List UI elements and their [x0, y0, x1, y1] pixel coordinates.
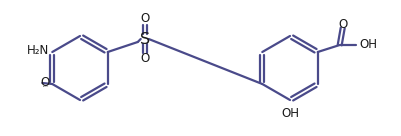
- Text: H₂N: H₂N: [27, 44, 49, 56]
- Text: O: O: [40, 76, 49, 89]
- Text: methoxy: methoxy: [43, 85, 49, 87]
- Text: OH: OH: [360, 38, 378, 52]
- Text: O: O: [140, 52, 149, 66]
- Text: O: O: [338, 18, 347, 30]
- Text: O: O: [140, 13, 149, 26]
- Text: OH: OH: [281, 107, 299, 120]
- Text: S: S: [140, 32, 150, 47]
